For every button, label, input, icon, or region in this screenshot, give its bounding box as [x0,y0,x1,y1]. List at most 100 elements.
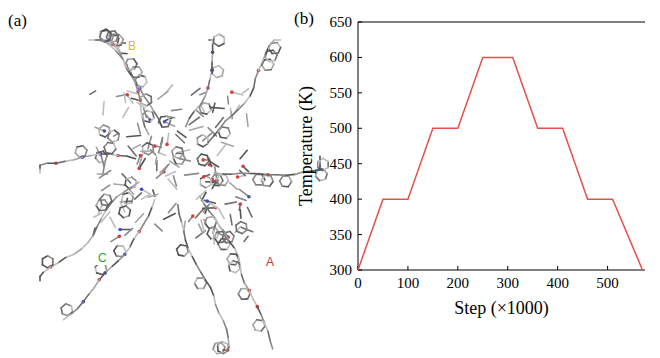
atom [103,129,107,133]
y-tick [358,163,362,164]
bond [98,129,101,135]
bond [232,109,239,115]
bond [219,66,223,70]
bond [213,103,215,112]
bond [268,331,270,340]
bond [261,175,265,180]
bond [100,135,106,137]
bond [155,224,162,231]
bond [184,231,186,240]
bond [168,117,175,118]
bond [207,155,209,161]
bond [129,210,130,216]
bond [39,276,41,280]
bond [189,111,194,118]
bond [142,143,147,147]
bond [201,176,206,179]
atom [201,158,205,162]
bond [201,96,205,104]
bond [147,143,153,145]
bond [210,161,219,167]
bond [214,43,219,46]
bond [123,216,129,218]
bond [238,294,241,299]
bond [207,229,209,235]
bond [236,197,246,201]
bond [40,163,47,165]
bond [150,97,152,103]
bond [133,76,139,78]
bond [178,205,179,214]
bond [238,289,241,294]
x-tick [457,266,458,270]
bond [142,111,146,115]
bond [197,138,199,144]
bond [119,35,123,40]
bond [178,150,190,153]
bond [152,200,155,208]
bond [77,146,83,147]
bond [198,288,204,290]
x-axis-title: Step (×1000) [454,298,549,319]
bond [218,239,221,244]
bond [218,132,220,138]
bond [272,52,278,54]
bond [159,152,166,155]
bond [213,343,215,349]
bond [268,174,277,176]
bond [126,203,132,205]
bond [205,223,209,228]
bond [253,325,255,331]
x-tick-label: 200 [447,275,470,291]
y-tick [358,128,362,129]
bond [247,207,252,217]
bond [195,209,203,218]
bond [253,180,256,185]
bond [103,125,109,127]
atom [230,90,234,94]
bond [181,245,187,246]
bond [265,69,271,71]
bond [209,39,210,41]
bond [214,238,218,243]
bond [129,193,133,197]
bond [214,232,216,238]
atom [139,154,143,158]
bond [206,185,211,188]
bond [39,170,41,173]
bond [286,174,295,177]
bond [217,231,223,233]
bond [189,117,199,124]
bond [253,320,257,325]
bond [177,131,186,137]
atom [202,175,206,179]
bond [218,244,221,249]
bond [144,96,149,103]
bond [141,195,150,200]
bond [229,261,234,265]
bond [217,353,223,354]
bond [112,261,119,267]
bond [257,307,261,315]
axis-indicator: C [98,251,107,265]
bond [223,350,228,353]
bond [261,180,263,186]
bond [214,34,219,37]
bond [264,185,270,187]
bond [245,224,247,230]
bond [61,308,62,314]
bond [146,94,151,97]
bond [277,43,280,48]
bond [196,265,201,273]
bond [160,164,169,173]
bond [255,329,261,331]
bond [239,210,241,219]
bond [265,57,269,62]
bond [197,159,199,165]
bond [61,304,66,308]
bond [208,79,210,88]
bond [201,113,207,114]
bond [216,305,219,313]
bond [229,265,230,271]
panel-label: (b) [294,9,314,28]
